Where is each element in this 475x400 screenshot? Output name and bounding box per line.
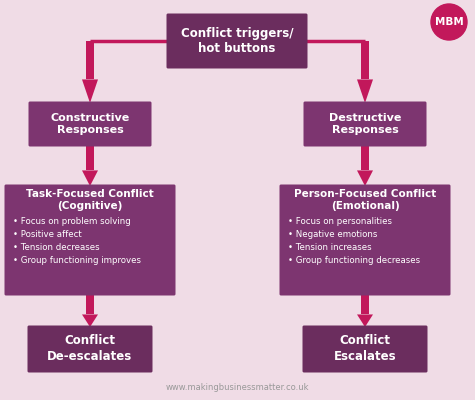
Text: Destructive
Responses: Destructive Responses [329,113,401,135]
Text: MBM: MBM [435,17,464,27]
Polygon shape [357,314,373,327]
Text: Task-Focused Conflict
(Cognitive): Task-Focused Conflict (Cognitive) [26,189,154,211]
Text: • Focus on problem solving
• Positive affect
• Tension decreases
• Group functio: • Focus on problem solving • Positive af… [13,217,141,264]
FancyBboxPatch shape [304,102,427,146]
Polygon shape [361,145,369,170]
Polygon shape [86,41,94,80]
Text: www.makingbusinessmatter.co.uk: www.makingbusinessmatter.co.uk [165,384,309,392]
Text: Conflict
De-escalates: Conflict De-escalates [48,334,133,364]
Text: • Focus on personalities
• Negative emotions
• Tension increases
• Group functio: • Focus on personalities • Negative emot… [288,217,420,264]
Polygon shape [357,80,373,103]
Circle shape [431,4,467,40]
FancyBboxPatch shape [303,326,428,372]
FancyBboxPatch shape [28,326,152,372]
FancyBboxPatch shape [279,184,450,296]
Text: Conflict
Escalates: Conflict Escalates [333,334,396,364]
Polygon shape [361,41,369,80]
FancyBboxPatch shape [4,184,175,296]
Polygon shape [86,145,94,170]
Polygon shape [357,170,373,186]
Text: Conflict triggers/
hot buttons: Conflict triggers/ hot buttons [181,26,293,56]
Polygon shape [82,170,98,186]
Polygon shape [361,294,369,314]
Polygon shape [86,294,94,314]
FancyBboxPatch shape [28,102,152,146]
Polygon shape [82,314,98,327]
Text: Constructive
Responses: Constructive Responses [50,113,130,135]
FancyBboxPatch shape [167,14,307,68]
Text: Person-Focused Conflict
(Emotional): Person-Focused Conflict (Emotional) [294,189,436,211]
Polygon shape [82,80,98,103]
